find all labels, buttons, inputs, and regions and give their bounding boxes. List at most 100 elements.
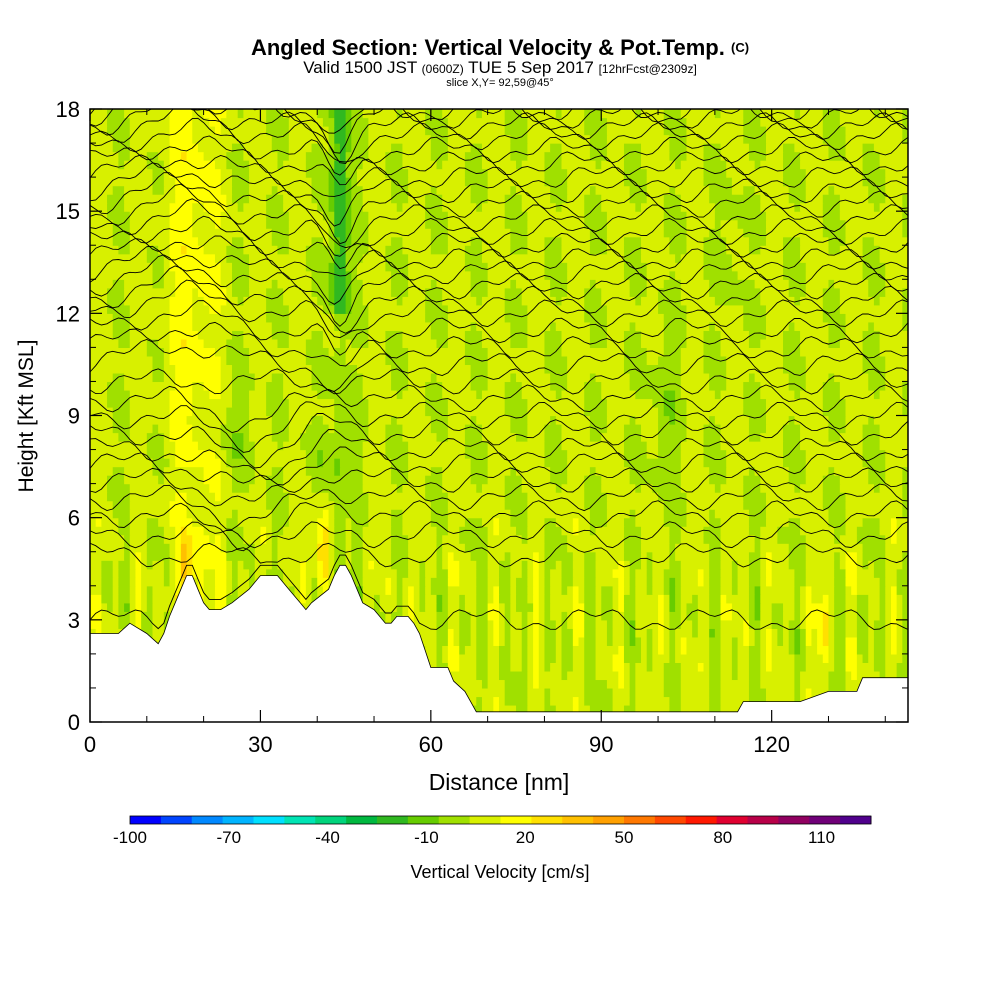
- field-cell: [487, 168, 546, 178]
- field-cell: [800, 236, 830, 246]
- field-cell: [391, 526, 404, 536]
- field-cell: [572, 585, 580, 595]
- field-cell: [839, 194, 869, 204]
- field-cell: [436, 560, 443, 570]
- field-cell: [800, 636, 807, 646]
- field-cell: [783, 449, 807, 459]
- field-cell: [351, 270, 358, 280]
- field-cell: [351, 338, 369, 348]
- isentrope-33: [90, 500, 908, 552]
- field-cell: [192, 381, 205, 391]
- field-cell: [612, 704, 625, 715]
- field-cell: [561, 653, 574, 664]
- field-cell: [453, 551, 472, 561]
- field-cell: [464, 517, 483, 527]
- field-cell: [890, 645, 898, 655]
- field-cell: [232, 236, 244, 246]
- field-cell: [345, 143, 352, 153]
- field-cell: [317, 449, 324, 459]
- field-cell: [561, 645, 574, 655]
- field-cell: [493, 636, 500, 646]
- field-cell: [601, 611, 614, 621]
- field-cell: [516, 704, 529, 715]
- field-cell: [220, 262, 233, 272]
- field-cell: [158, 424, 171, 434]
- field-cell: [442, 296, 477, 306]
- field-cell: [226, 526, 244, 536]
- field-cell: [192, 398, 233, 408]
- field-cell: [703, 534, 722, 544]
- field-cell: [902, 304, 908, 314]
- field-cell: [277, 560, 301, 570]
- field-cell: [828, 628, 835, 638]
- field-cell: [163, 475, 205, 485]
- field-cell: [334, 202, 347, 212]
- field-cell: [839, 551, 847, 561]
- field-cell: [896, 577, 908, 587]
- field-cell: [322, 211, 335, 221]
- field-cell: [589, 228, 608, 238]
- field-cell: [430, 151, 449, 161]
- field-cell: [481, 253, 546, 263]
- field-cell: [567, 185, 591, 195]
- isentrope-52: [90, 183, 908, 249]
- field-cell: [271, 526, 284, 536]
- field-cell: [544, 338, 563, 348]
- field-cell: [249, 279, 273, 289]
- field-cell: [623, 653, 642, 664]
- field-cell: [709, 687, 722, 698]
- field-cell: [601, 296, 636, 306]
- field-cell: [203, 568, 216, 578]
- field-cell: [487, 441, 546, 451]
- field-cell: [800, 424, 830, 434]
- field-cell: [601, 602, 614, 612]
- field-cell: [771, 602, 784, 612]
- field-cell: [703, 143, 722, 153]
- field-cell: [334, 228, 347, 238]
- field-cell: [822, 296, 841, 306]
- field-cell: [765, 568, 773, 578]
- field-cell: [856, 645, 869, 655]
- field-cell: [777, 628, 784, 638]
- field-cell: [641, 253, 676, 263]
- field-cell: [538, 636, 546, 646]
- field-cell: [834, 466, 869, 476]
- field-cell: [527, 526, 546, 536]
- field-cell: [783, 245, 801, 255]
- field-cell: [249, 424, 273, 434]
- field-cell: [828, 679, 847, 689]
- field-cell: [118, 577, 131, 587]
- field-cell: [254, 466, 273, 476]
- field-cell: [328, 168, 335, 178]
- field-cell: [220, 364, 233, 374]
- slice-info: slice X,Y= 92,59@45°: [446, 77, 554, 89]
- field-cell: [805, 372, 830, 383]
- field-cell: [720, 338, 750, 348]
- field-cell: [197, 585, 205, 595]
- field-cell: [828, 517, 847, 527]
- field-cell: [663, 398, 676, 408]
- field-cell: [805, 381, 824, 391]
- colorbar-swatch: [747, 816, 779, 824]
- field-cell: [334, 304, 347, 314]
- field-cell: [709, 372, 727, 383]
- field-cell: [902, 560, 908, 570]
- field-cell: [129, 424, 154, 434]
- field-cell: [862, 560, 869, 570]
- field-cell: [345, 177, 352, 187]
- field-cell: [555, 653, 563, 664]
- field-cell: [663, 313, 688, 323]
- field-cell: [856, 602, 869, 612]
- field-cell: [783, 441, 801, 451]
- field-cell: [453, 636, 460, 646]
- field-cell: [538, 551, 546, 561]
- field-cell: [697, 619, 710, 629]
- field-cell: [175, 185, 222, 195]
- y-tick-label: 9: [68, 404, 80, 429]
- field-cell: [584, 483, 602, 493]
- field-cell: [499, 526, 517, 536]
- field-cell: [163, 560, 171, 570]
- field-cell: [902, 202, 908, 212]
- field-cell: [629, 560, 642, 570]
- field-cell: [635, 415, 659, 425]
